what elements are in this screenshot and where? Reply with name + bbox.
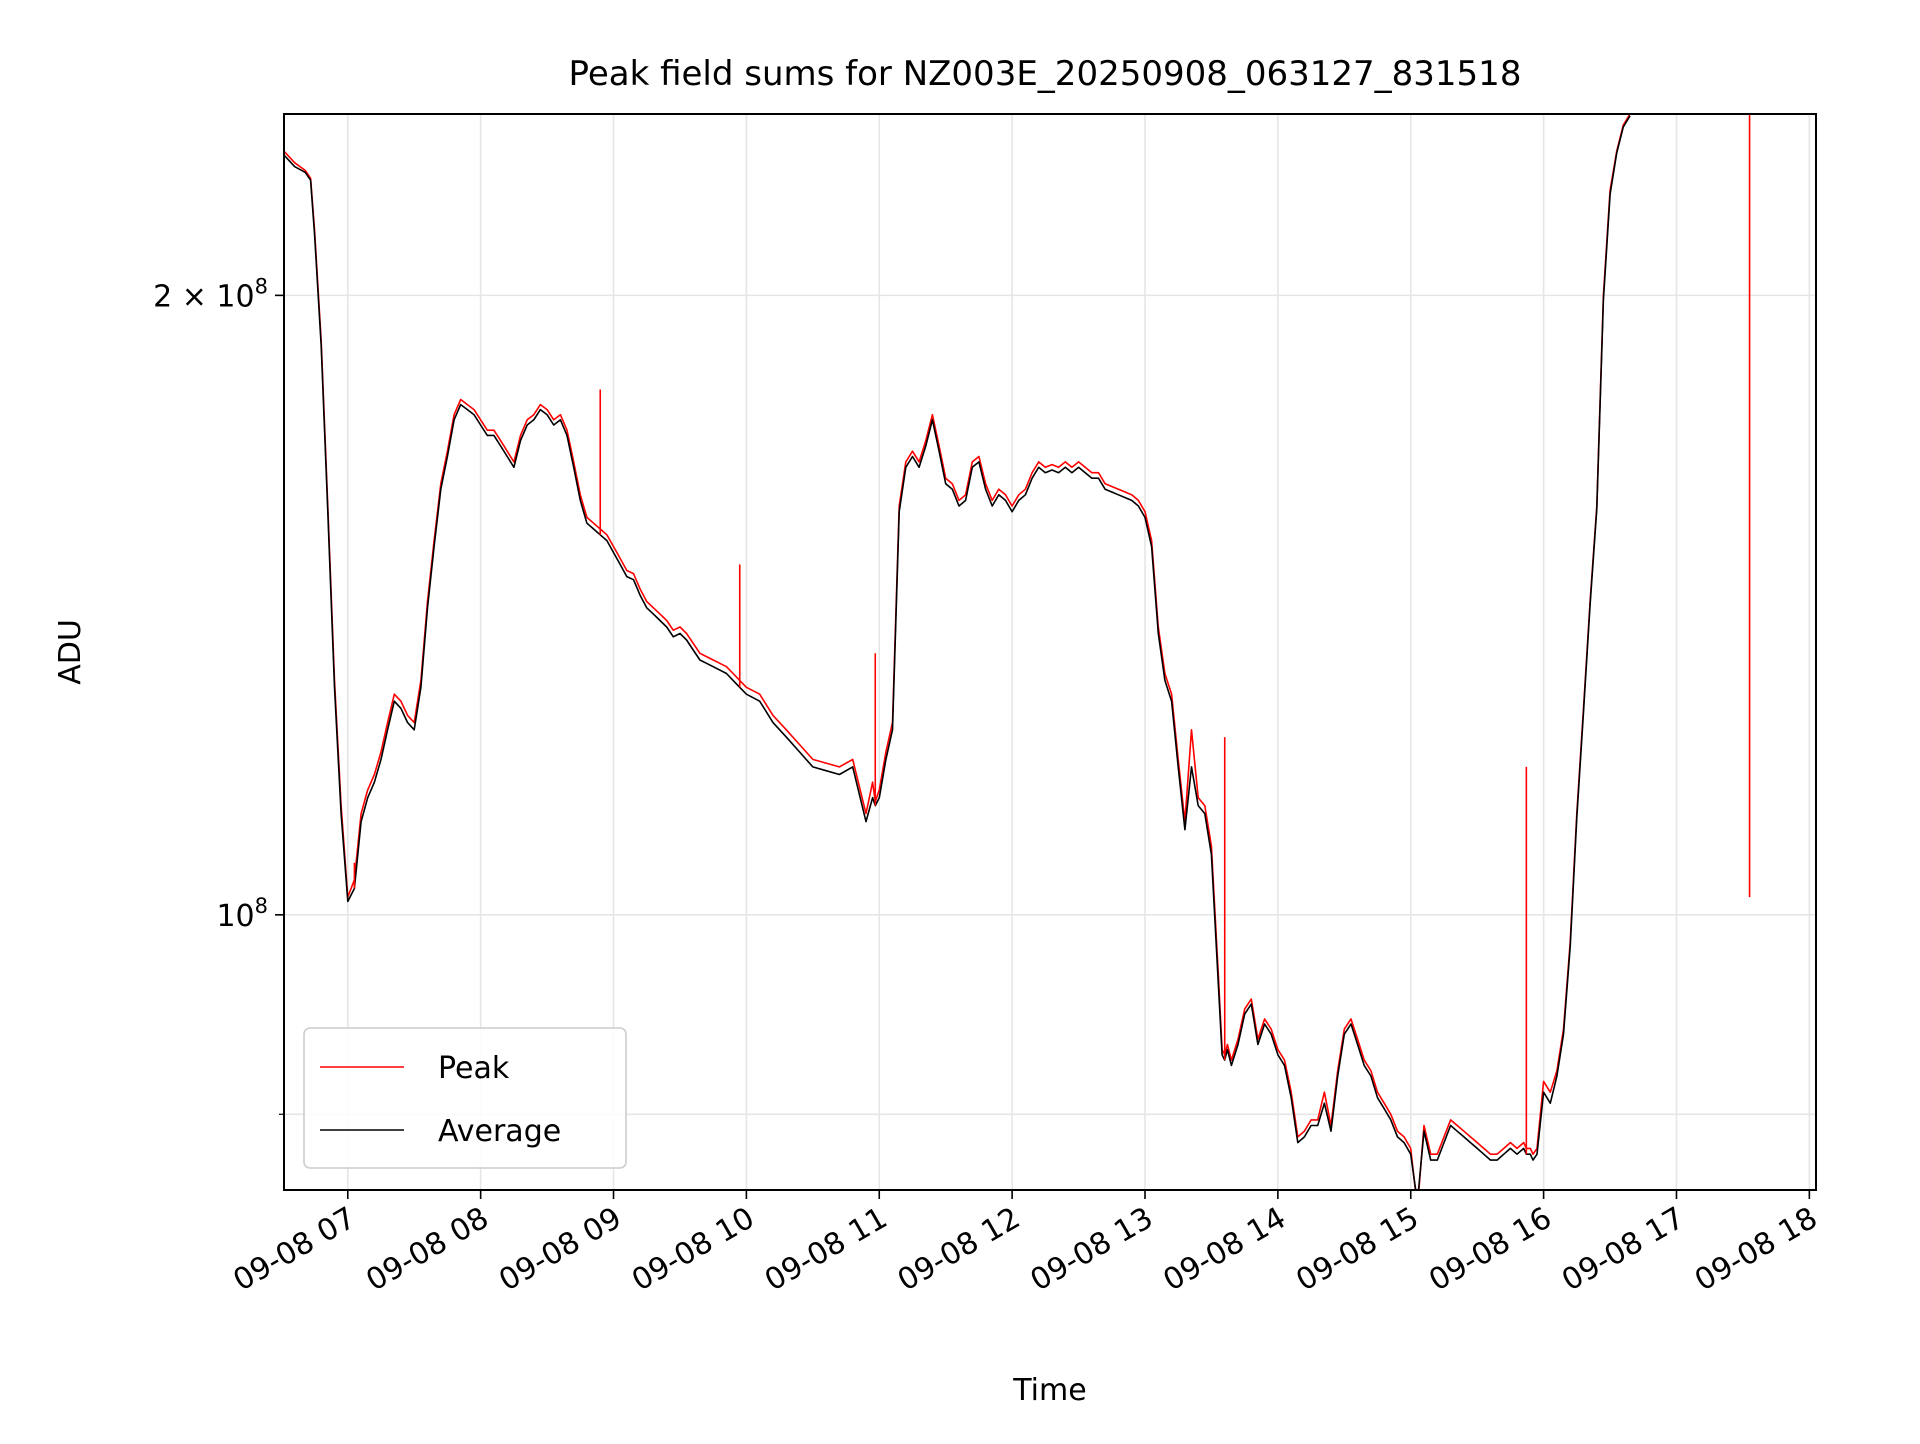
- grid-lines: [284, 114, 1816, 1190]
- x-axis-label: Time: [1012, 1373, 1086, 1408]
- plot-series: [284, 114, 1751, 1190]
- legend-box: [303, 1027, 627, 1169]
- legend-label-peak: Peak: [438, 1051, 510, 1086]
- y-axis-label: ADU: [53, 619, 88, 685]
- chart-title: Peak field sums for NZ003E_20250908_0631…: [569, 54, 1522, 94]
- series-line-average: [284, 115, 1631, 1190]
- series-line-peak: [284, 114, 1631, 1190]
- y-tick-label: 2 × 108: [153, 274, 268, 314]
- y-tick-label: 108: [216, 894, 268, 934]
- plot-frame: [283, 113, 1817, 1191]
- y-axis: 108 2 × 108: [153, 274, 284, 1115]
- legend-label-average: Average: [438, 1114, 561, 1149]
- legend: Peak Average: [303, 1027, 627, 1169]
